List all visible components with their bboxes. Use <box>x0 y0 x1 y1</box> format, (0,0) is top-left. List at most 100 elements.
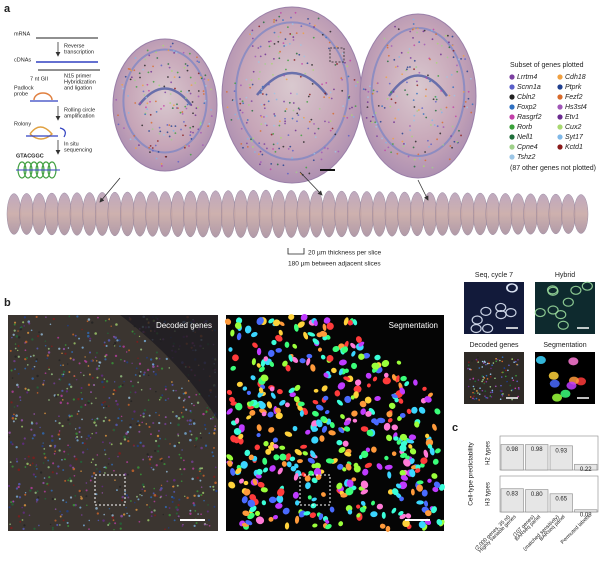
decoded-dot <box>89 479 92 482</box>
diagram-label: transcription <box>64 49 94 55</box>
decoded-dot <box>155 411 157 414</box>
gene-dot <box>245 142 248 145</box>
decoded-dot <box>197 494 201 498</box>
decoded-dot <box>104 358 107 361</box>
gene-dot <box>440 44 443 47</box>
gene-dot <box>279 12 282 14</box>
cell-mask <box>266 401 273 409</box>
gene-dot <box>176 103 178 106</box>
decoded-dot <box>123 360 126 362</box>
cell-mask <box>326 322 334 330</box>
gene-dot <box>467 90 470 93</box>
decoded-dot <box>87 318 91 321</box>
decoded-dot <box>203 423 206 426</box>
decoded-dot <box>114 522 117 525</box>
hippocampus <box>138 87 192 106</box>
decoded-dot <box>507 369 509 372</box>
gene-dot <box>307 17 309 20</box>
decoded-dot <box>21 442 25 445</box>
decoded-dot <box>80 392 82 394</box>
cell-mask <box>360 489 369 495</box>
gene-dot <box>437 75 440 77</box>
cell-mask <box>535 356 546 365</box>
gene-dot <box>334 150 337 153</box>
decoded-dot <box>129 423 132 427</box>
decoded-dot <box>152 468 155 471</box>
decoded-dot <box>101 380 104 384</box>
gene-dot <box>408 48 411 50</box>
decoded-dot <box>160 459 163 463</box>
gene-dot <box>422 113 425 115</box>
decoded-dot <box>88 528 90 530</box>
gene-dot <box>127 111 130 114</box>
decoded-dot <box>16 383 19 387</box>
gene-dot <box>412 36 414 39</box>
gene-dot <box>330 97 333 100</box>
decoded-dot <box>121 499 124 502</box>
gene-dot <box>160 162 163 165</box>
decoded-dot <box>15 335 19 338</box>
decoded-dot <box>50 373 53 376</box>
gene-dot <box>409 57 412 59</box>
decoded-dot <box>126 512 128 515</box>
cell-mask <box>241 496 248 504</box>
decoded-dot <box>214 481 217 485</box>
decoded-dot <box>150 496 153 499</box>
decoded-dot <box>173 490 176 493</box>
gene-dot <box>182 134 184 137</box>
gene-dot <box>317 17 320 20</box>
legend-note: (87 other genes not plotted) <box>510 165 596 172</box>
cell-mask <box>427 478 432 483</box>
decoded-dot <box>140 348 143 351</box>
decoded-dot <box>68 414 71 417</box>
cell-mask <box>438 483 445 491</box>
decoded-dot <box>84 356 86 358</box>
decoded-dot <box>200 446 203 450</box>
gene-dot <box>411 135 413 138</box>
cell-mask <box>386 411 393 418</box>
cell-mask <box>351 477 357 482</box>
diagram-label: and ligation <box>64 85 92 91</box>
diagram-label: cDNAs <box>14 57 31 63</box>
decoded-dot <box>489 386 492 388</box>
decoded-dot <box>17 485 20 489</box>
gene-dot <box>276 142 279 145</box>
cell-mask <box>238 424 245 431</box>
decoded-dot <box>12 413 15 416</box>
diagram-label: mRNA <box>14 31 31 37</box>
decoded-dot <box>10 526 13 530</box>
decoded-dot <box>10 369 13 372</box>
cell-mask <box>365 411 372 417</box>
cell-mask <box>305 482 311 490</box>
decoded-dot <box>503 367 506 369</box>
decoded-dot <box>15 495 19 498</box>
cell-mask <box>344 451 352 457</box>
decoded-dot <box>119 375 123 378</box>
cell-mask <box>326 354 334 362</box>
gene-dot <box>293 59 296 61</box>
gene-dot <box>278 52 280 54</box>
decoded-dot <box>123 438 127 441</box>
cell-mask <box>288 387 296 394</box>
cell-mask <box>267 411 274 418</box>
decoded-dot <box>36 374 39 378</box>
decoded-dot <box>61 513 63 516</box>
decoded-dot <box>142 373 145 376</box>
cell-mask <box>297 401 305 407</box>
gene-dot <box>186 103 189 106</box>
decoded-dot <box>57 433 60 436</box>
decoded-dot <box>31 367 34 370</box>
decoded-dot <box>68 383 71 386</box>
decoded-dot <box>490 367 492 370</box>
decoded-dot <box>82 524 85 527</box>
decoded-dot <box>181 525 184 527</box>
gene-dot <box>146 49 149 52</box>
cell-mask <box>251 358 256 366</box>
decoded-dot <box>13 406 16 408</box>
panel-label: b <box>4 297 11 309</box>
gene-dot <box>444 34 447 37</box>
decoded-dot <box>36 347 39 350</box>
gene-dot <box>117 123 120 126</box>
gene-dot <box>385 141 387 144</box>
decoded-dot <box>148 414 151 417</box>
